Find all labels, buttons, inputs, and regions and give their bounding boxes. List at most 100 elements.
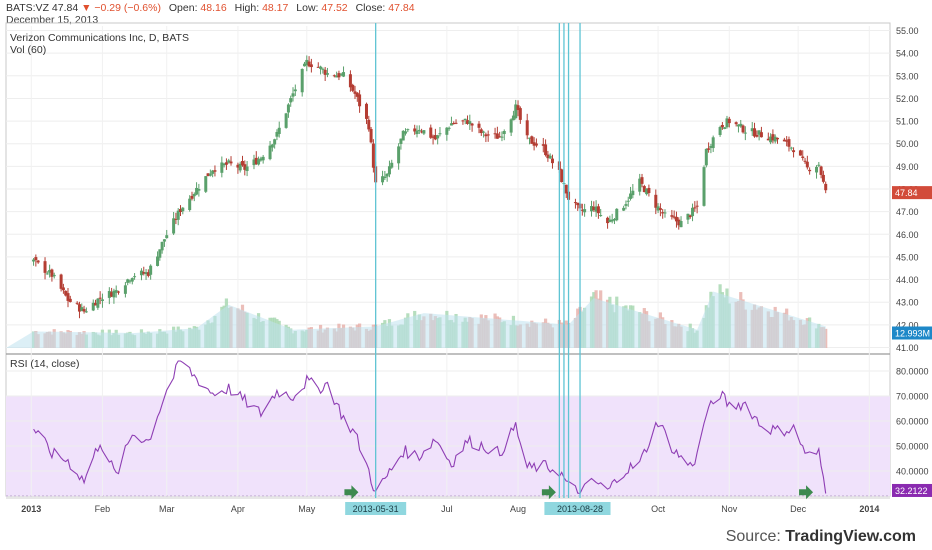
candle-body <box>743 132 747 134</box>
candle-body <box>240 161 244 166</box>
volume-ma-area <box>6 291 826 348</box>
candle-body <box>245 166 249 172</box>
candle-body <box>158 249 162 258</box>
candle-body <box>674 216 678 222</box>
candle-body <box>252 159 256 166</box>
candle-body <box>727 118 731 124</box>
price-tick-label: 42.00 <box>896 320 919 330</box>
signal-arrows <box>344 485 814 500</box>
candle-body <box>495 133 499 139</box>
candle-body <box>750 128 754 132</box>
high-value: 48.17 <box>262 2 289 14</box>
candle-body <box>789 147 793 149</box>
candle-body <box>766 138 770 141</box>
low-label: Low: <box>296 2 319 14</box>
candle-body <box>518 108 522 120</box>
candle-body <box>622 207 626 211</box>
candle-body <box>663 212 667 214</box>
candle-body <box>509 119 513 133</box>
candle-body <box>61 287 65 291</box>
candle-body <box>126 279 130 283</box>
candle-body <box>429 127 433 138</box>
candle-body <box>550 158 554 164</box>
candle-body <box>656 206 660 211</box>
candle-body <box>514 104 518 119</box>
candle-body <box>43 261 47 273</box>
price-tick-label: 46.00 <box>896 230 919 240</box>
candle-body <box>197 188 201 191</box>
candle-body <box>94 302 98 306</box>
candle-body <box>785 140 789 142</box>
candle-body <box>803 160 807 162</box>
candle-body <box>229 161 233 164</box>
candle-body <box>819 166 823 175</box>
candle-body <box>447 127 451 129</box>
candle-body <box>100 299 104 302</box>
candle-body <box>707 148 711 150</box>
candle-body <box>355 92 359 97</box>
candle-body <box>631 190 635 196</box>
buy-arrow-icon <box>344 485 359 500</box>
rsi-tick-label: 40.0000 <box>896 467 929 477</box>
rsi-line-group <box>33 360 827 495</box>
candle-body <box>484 134 488 137</box>
candle-body <box>404 131 408 134</box>
candle-body <box>583 209 587 213</box>
value-tags: 47.84 12.993M 32.2122 <box>892 186 932 497</box>
candle-body <box>530 136 534 144</box>
candle-body <box>610 219 614 222</box>
candle-body <box>734 122 738 125</box>
candle-body <box>629 193 633 199</box>
candle-body <box>133 276 137 278</box>
candle-body <box>720 124 724 128</box>
candle-body <box>433 135 437 140</box>
candle-body <box>190 195 194 199</box>
candle-body <box>691 207 695 217</box>
candle-body <box>821 174 825 182</box>
candle-body <box>463 118 467 121</box>
volume-tag-bg <box>892 326 932 340</box>
candle-body <box>709 145 713 148</box>
candle-body <box>302 63 306 67</box>
open-label: Open: <box>168 2 198 14</box>
candle-body <box>277 127 281 134</box>
candle-body <box>206 173 210 177</box>
candle-body <box>179 208 183 212</box>
candle-body <box>546 154 550 159</box>
candle-body <box>66 293 70 301</box>
candle-body <box>162 239 166 242</box>
candlesticks <box>32 55 828 319</box>
candle-body <box>112 290 116 298</box>
candle-body <box>259 158 263 161</box>
candle-body <box>500 136 504 138</box>
candle-body <box>139 270 143 276</box>
candle-body <box>300 68 304 93</box>
candle-body <box>188 198 192 211</box>
source-credit: Source: TradingView.com <box>726 528 916 546</box>
candle-body <box>431 136 435 138</box>
price-tick-label: 43.00 <box>896 298 919 308</box>
candle-body <box>387 166 391 175</box>
time-tick-label: Dec <box>790 504 807 514</box>
candle-body <box>321 68 325 70</box>
candle-body <box>739 123 743 127</box>
candle-body <box>165 235 169 239</box>
candle-body <box>309 64 313 68</box>
last-price-value: 47.84 <box>51 2 79 14</box>
candle-body <box>174 218 178 220</box>
candle-body <box>371 143 375 168</box>
candle-body <box>82 309 86 312</box>
time-tick-label: 2014 <box>859 504 879 514</box>
candle-body <box>268 145 272 160</box>
candle-body <box>438 133 442 135</box>
candle-body <box>647 187 651 194</box>
candle-body <box>390 162 394 168</box>
candle-body <box>156 256 160 266</box>
candle-body <box>289 98 293 103</box>
candle-body <box>688 215 692 217</box>
candle-body <box>353 91 357 94</box>
candle-body <box>80 307 84 311</box>
candle-body <box>107 291 111 298</box>
date-label: 2013-05-31 <box>353 504 399 514</box>
